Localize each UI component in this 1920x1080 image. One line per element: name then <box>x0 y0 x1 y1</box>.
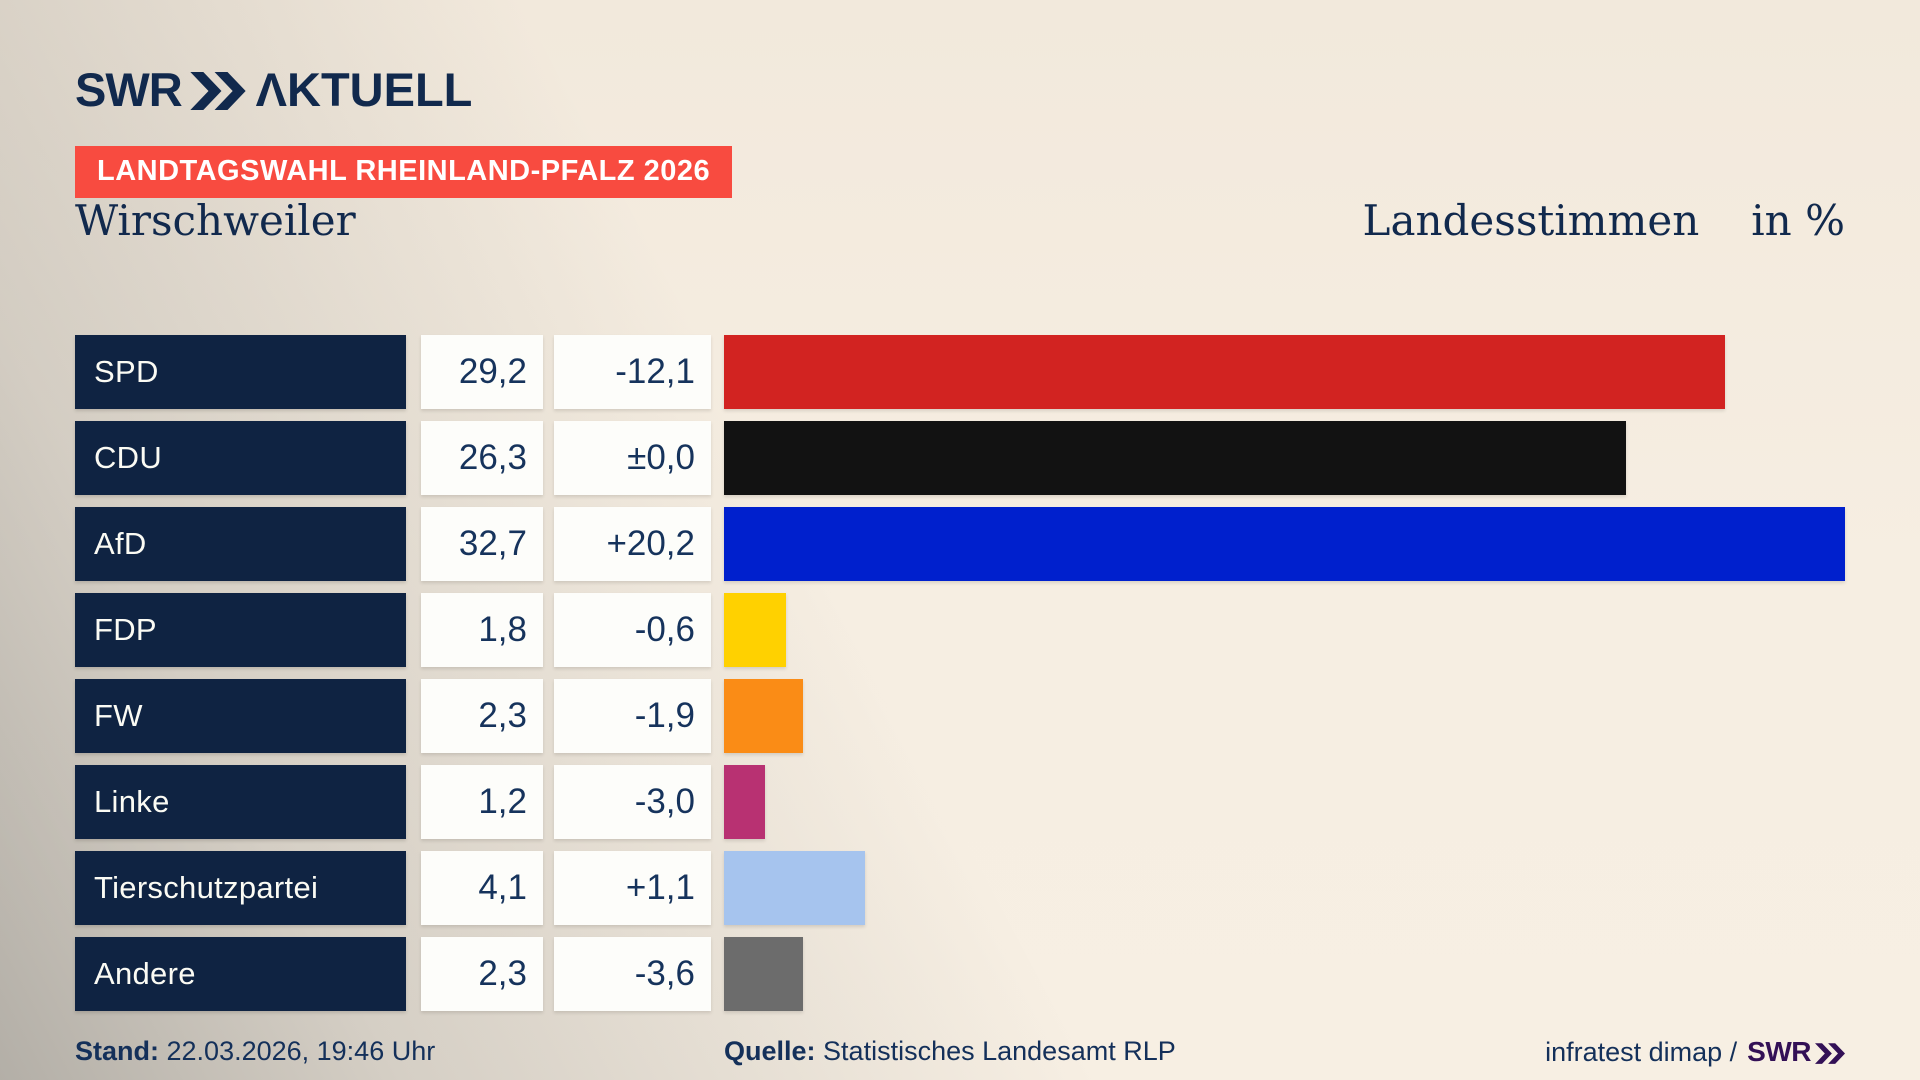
bar-cdu <box>724 421 1626 495</box>
vote-type-group: Landesstimmen in % <box>1363 196 1845 245</box>
party-label-cell: CDU <box>75 421 406 495</box>
bar-track <box>724 335 1845 409</box>
result-value-cell: 32,7 <box>421 507 543 581</box>
swr-footer-chevrons-icon <box>1815 1042 1845 1064</box>
subhead-row: Wirschweiler Landesstimmen in % <box>75 196 1845 245</box>
result-value-cell: 29,2 <box>421 335 543 409</box>
result-row: FW 2,3 -1,9 <box>75 679 1845 753</box>
result-value-cell: 2,3 <box>421 679 543 753</box>
bar-track <box>724 593 1845 667</box>
party-label-cell: FW <box>75 679 406 753</box>
credit-text: infratest dimap / <box>1545 1036 1738 1067</box>
bar-spd <box>724 335 1726 409</box>
result-value-cell: 4,1 <box>421 851 543 925</box>
change-value-cell: +20,2 <box>554 507 711 581</box>
municipality-title: Wirschweiler <box>75 196 356 245</box>
stand-timestamp: Stand: 22.03.2026, 19:46 Uhr <box>75 1036 435 1067</box>
result-value-cell: 1,8 <box>421 593 543 667</box>
source-label: Quelle: <box>724 1036 816 1066</box>
credit-note: infratest dimap / SWR <box>1545 1036 1845 1068</box>
results-table: SPD 29,2 -12,1 CDU 26,3 ±0,0 AfD 32,7 +2… <box>75 335 1845 1023</box>
election-banner: LANDTAGSWAHL RHEINLAND-PFALZ 2026 <box>75 146 733 198</box>
bar-track <box>724 851 1845 925</box>
result-row: FDP 1,8 -0,6 <box>75 593 1845 667</box>
party-label-cell: Andere <box>75 937 406 1011</box>
bar-fw <box>724 679 803 753</box>
swr-footer-logo: SWR <box>1747 1036 1845 1068</box>
swr-footer-logo-text: SWR <box>1747 1036 1811 1067</box>
result-row: AfD 32,7 +20,2 <box>75 507 1845 581</box>
aktuell-logo-text: ΛKTUELL <box>255 63 473 116</box>
result-row: Tierschutzpartei 4,1 +1,1 <box>75 851 1845 925</box>
footer: Stand: 22.03.2026, 19:46 Uhr Quelle: Sta… <box>75 1036 1845 1076</box>
vote-type-label: Landesstimmen <box>1362 196 1700 245</box>
result-row: Linke 1,2 -3,0 <box>75 765 1845 839</box>
change-value-cell: +1,1 <box>554 851 711 925</box>
unit-label: in % <box>1751 196 1845 245</box>
change-value-cell: -0,6 <box>554 593 711 667</box>
party-label-cell: Linke <box>75 765 406 839</box>
party-label-cell: SPD <box>75 335 406 409</box>
bar-andere <box>724 937 803 1011</box>
swr-chevrons-icon <box>190 71 246 110</box>
bar-track <box>724 679 1845 753</box>
bar-fdp <box>724 593 786 667</box>
stand-value: 22.03.2026, 19:46 Uhr <box>166 1036 436 1066</box>
party-label-cell: AfD <box>75 507 406 581</box>
source-value: Statistisches Landesamt RLP <box>823 1036 1176 1066</box>
result-value-cell: 2,3 <box>421 937 543 1011</box>
swr-aktuell-logo: SWR ΛKTUELL <box>75 62 472 117</box>
change-value-cell: -12,1 <box>554 335 711 409</box>
bar-linke <box>724 765 766 839</box>
bar-tierschutzpartei <box>724 851 865 925</box>
result-row: Andere 2,3 -3,6 <box>75 937 1845 1011</box>
bar-track <box>724 421 1845 495</box>
bar-track <box>724 765 1845 839</box>
stand-label: Stand: <box>75 1036 159 1066</box>
bar-track <box>724 937 1845 1011</box>
source-note: Quelle: Statistisches Landesamt RLP <box>724 1036 1176 1067</box>
change-value-cell: -3,0 <box>554 765 711 839</box>
change-value-cell: -3,6 <box>554 937 711 1011</box>
bar-afd <box>724 507 1845 581</box>
change-value-cell: -1,9 <box>554 679 711 753</box>
swr-logo-text: SWR <box>75 63 183 116</box>
result-row: CDU 26,3 ±0,0 <box>75 421 1845 495</box>
bar-track <box>724 507 1845 581</box>
change-value-cell: ±0,0 <box>554 421 711 495</box>
result-value-cell: 26,3 <box>421 421 543 495</box>
party-label-cell: Tierschutzpartei <box>75 851 406 925</box>
party-label-cell: FDP <box>75 593 406 667</box>
result-row: SPD 29,2 -12,1 <box>75 335 1845 409</box>
result-value-cell: 1,2 <box>421 765 543 839</box>
